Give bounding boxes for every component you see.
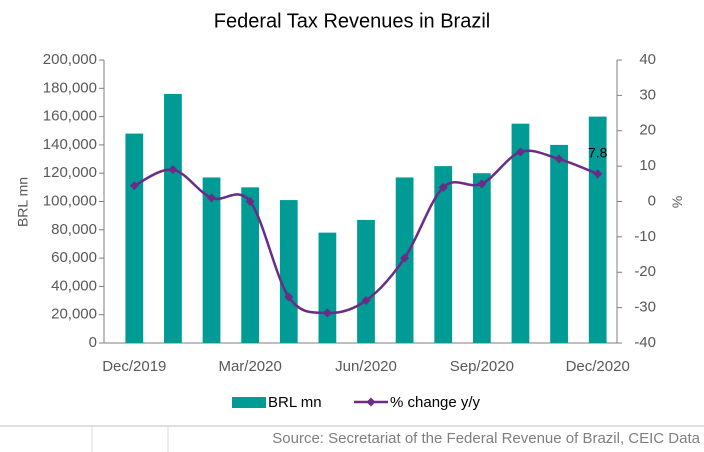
bar [550,144,568,343]
line-marker [361,296,371,306]
y-tick-label: 0 [89,334,97,351]
line-marker [438,182,448,192]
line-marker [400,253,410,263]
y-tick-label: 160,000 [43,108,97,125]
y2-tick-label: -30 [634,299,656,316]
x-tick-label: Sep/2020 [450,358,514,375]
line-marker [168,165,178,175]
bar [357,219,375,343]
bar [472,173,491,343]
line-marker [129,181,139,191]
y-tick-label: 80,000 [51,221,97,238]
bar [511,123,530,343]
y2-tick-label: -10 [634,228,656,245]
y-tick-label: 20,000 [51,306,97,323]
legend-label: BRL mn [268,394,322,411]
x-tick-label: Dec/2019 [102,358,166,375]
x-tick-label: Dec/2020 [566,358,630,375]
y2-tick-label: -20 [634,263,656,280]
bar [318,232,337,343]
y-tick-label: 120,000 [43,164,97,181]
line-marker [477,179,487,189]
line-marker [515,147,525,157]
y2-axis-label: % [669,196,685,208]
y-tick-label: 100,000 [43,192,97,209]
chart-title: Federal Tax Revenues in Brazil [214,10,490,32]
y2-tick-label: 30 [639,86,656,103]
x-tick-label: Mar/2020 [218,358,281,375]
y2-tick-label: 0 [648,192,656,209]
y-tick-label: 140,000 [43,136,97,153]
source-note: Source: Secretariat of the Federal Reven… [272,430,700,447]
legend-swatch [232,397,266,408]
line-marker [322,308,332,318]
bar [164,93,182,344]
line-marker [593,169,603,179]
line-marker [245,197,255,206]
bar [279,200,298,343]
bar [202,177,221,343]
data-label: 7.8 [588,145,608,161]
y2-tick-label: 10 [639,157,656,174]
y-axis-label: BRL mn [15,177,31,227]
y2-tick-label: 20 [639,122,656,139]
y2-tick-label: 40 [639,51,656,68]
y-tick-label: 200,000 [43,51,97,68]
y-tick-label: 40,000 [51,277,97,294]
line-marker [554,154,564,164]
line-marker [284,292,294,302]
legend-swatch [366,397,376,407]
y-tick-label: 60,000 [51,249,97,266]
y2-tick-label: -40 [634,334,656,351]
bar [241,187,260,343]
x-tick-label: Jun/2020 [335,358,397,375]
bar [125,133,144,343]
y-tick-label: 180,000 [43,79,97,96]
bar [434,166,453,343]
legend-label: % change y/y [390,394,481,411]
line-marker [207,193,217,203]
